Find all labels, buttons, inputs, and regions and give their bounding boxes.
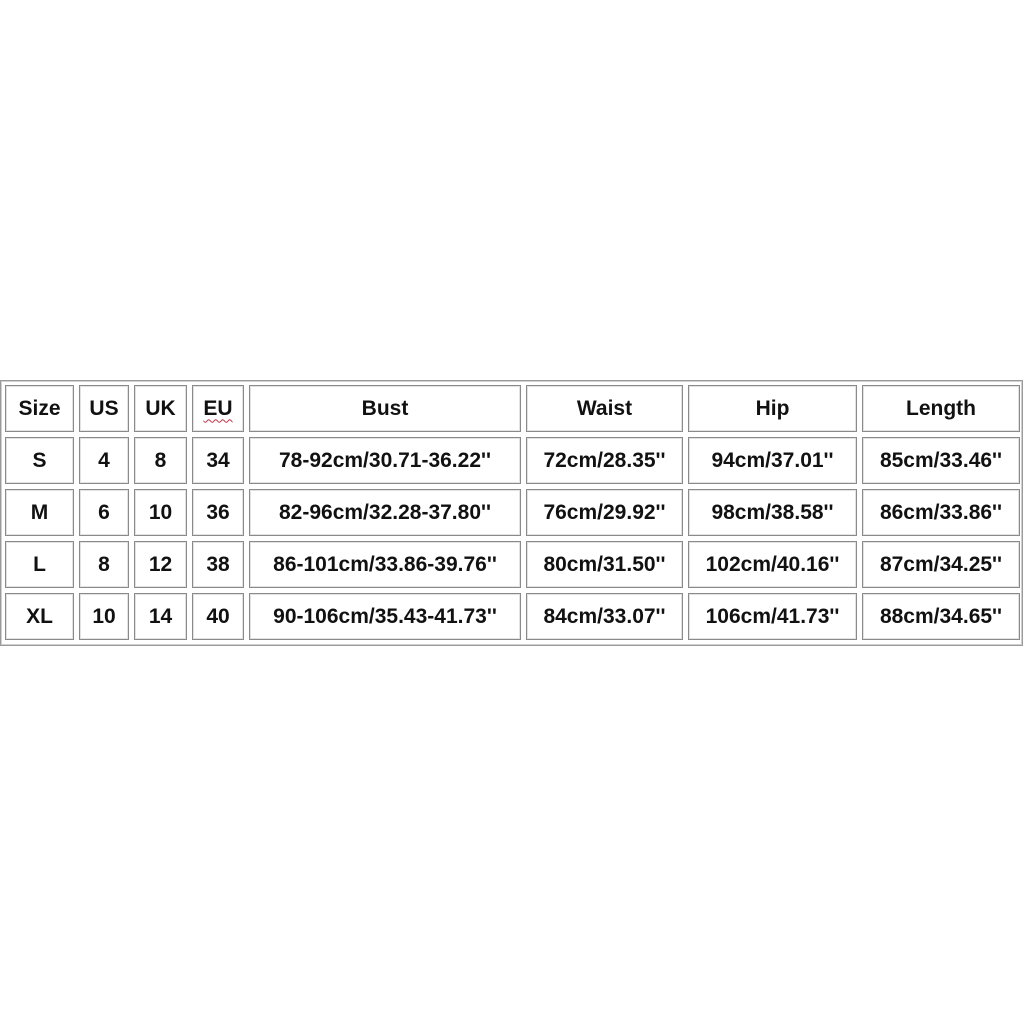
size-chart: Size US UK EU Bust Waist Hip Length S 4 … [0,380,1023,646]
cell-us: 6 [79,489,129,536]
cell-eu: 40 [192,593,244,640]
header-size: Size [5,385,74,432]
cell-size: M [5,489,74,536]
cell-hip: 98cm/38.58'' [688,489,857,536]
cell-hip: 94cm/37.01'' [688,437,857,484]
cell-length: 88cm/34.65'' [862,593,1020,640]
cell-uk: 10 [134,489,187,536]
header-waist: Waist [526,385,683,432]
cell-size: S [5,437,74,484]
cell-eu: 36 [192,489,244,536]
cell-uk: 14 [134,593,187,640]
header-uk: UK [134,385,187,432]
cell-size: L [5,541,74,588]
header-hip: Hip [688,385,857,432]
cell-eu: 34 [192,437,244,484]
cell-uk: 12 [134,541,187,588]
cell-bust: 90-106cm/35.43-41.73'' [249,593,521,640]
cell-length: 85cm/33.46'' [862,437,1020,484]
table-row: L 8 12 38 86-101cm/33.86-39.76'' 80cm/31… [5,541,1020,588]
cell-hip: 102cm/40.16'' [688,541,857,588]
cell-hip: 106cm/41.73'' [688,593,857,640]
cell-eu: 38 [192,541,244,588]
table-row: S 4 8 34 78-92cm/30.71-36.22'' 72cm/28.3… [5,437,1020,484]
cell-waist: 80cm/31.50'' [526,541,683,588]
cell-bust: 78-92cm/30.71-36.22'' [249,437,521,484]
header-bust: Bust [249,385,521,432]
cell-waist: 72cm/28.35'' [526,437,683,484]
cell-length: 87cm/34.25'' [862,541,1020,588]
size-chart-table: Size US UK EU Bust Waist Hip Length S 4 … [0,380,1024,645]
cell-us: 10 [79,593,129,640]
cell-uk: 8 [134,437,187,484]
header-eu-label: EU [203,396,233,420]
table-row: XL 10 14 40 90-106cm/35.43-41.73'' 84cm/… [5,593,1020,640]
header-length: Length [862,385,1020,432]
header-row: Size US UK EU Bust Waist Hip Length [5,385,1020,432]
table-row: M 6 10 36 82-96cm/32.28-37.80'' 76cm/29.… [5,489,1020,536]
cell-size: XL [5,593,74,640]
cell-us: 8 [79,541,129,588]
cell-bust: 86-101cm/33.86-39.76'' [249,541,521,588]
cell-waist: 76cm/29.92'' [526,489,683,536]
cell-length: 86cm/33.86'' [862,489,1020,536]
header-eu: EU [192,385,244,432]
cell-bust: 82-96cm/32.28-37.80'' [249,489,521,536]
header-us: US [79,385,129,432]
cell-waist: 84cm/33.07'' [526,593,683,640]
cell-us: 4 [79,437,129,484]
